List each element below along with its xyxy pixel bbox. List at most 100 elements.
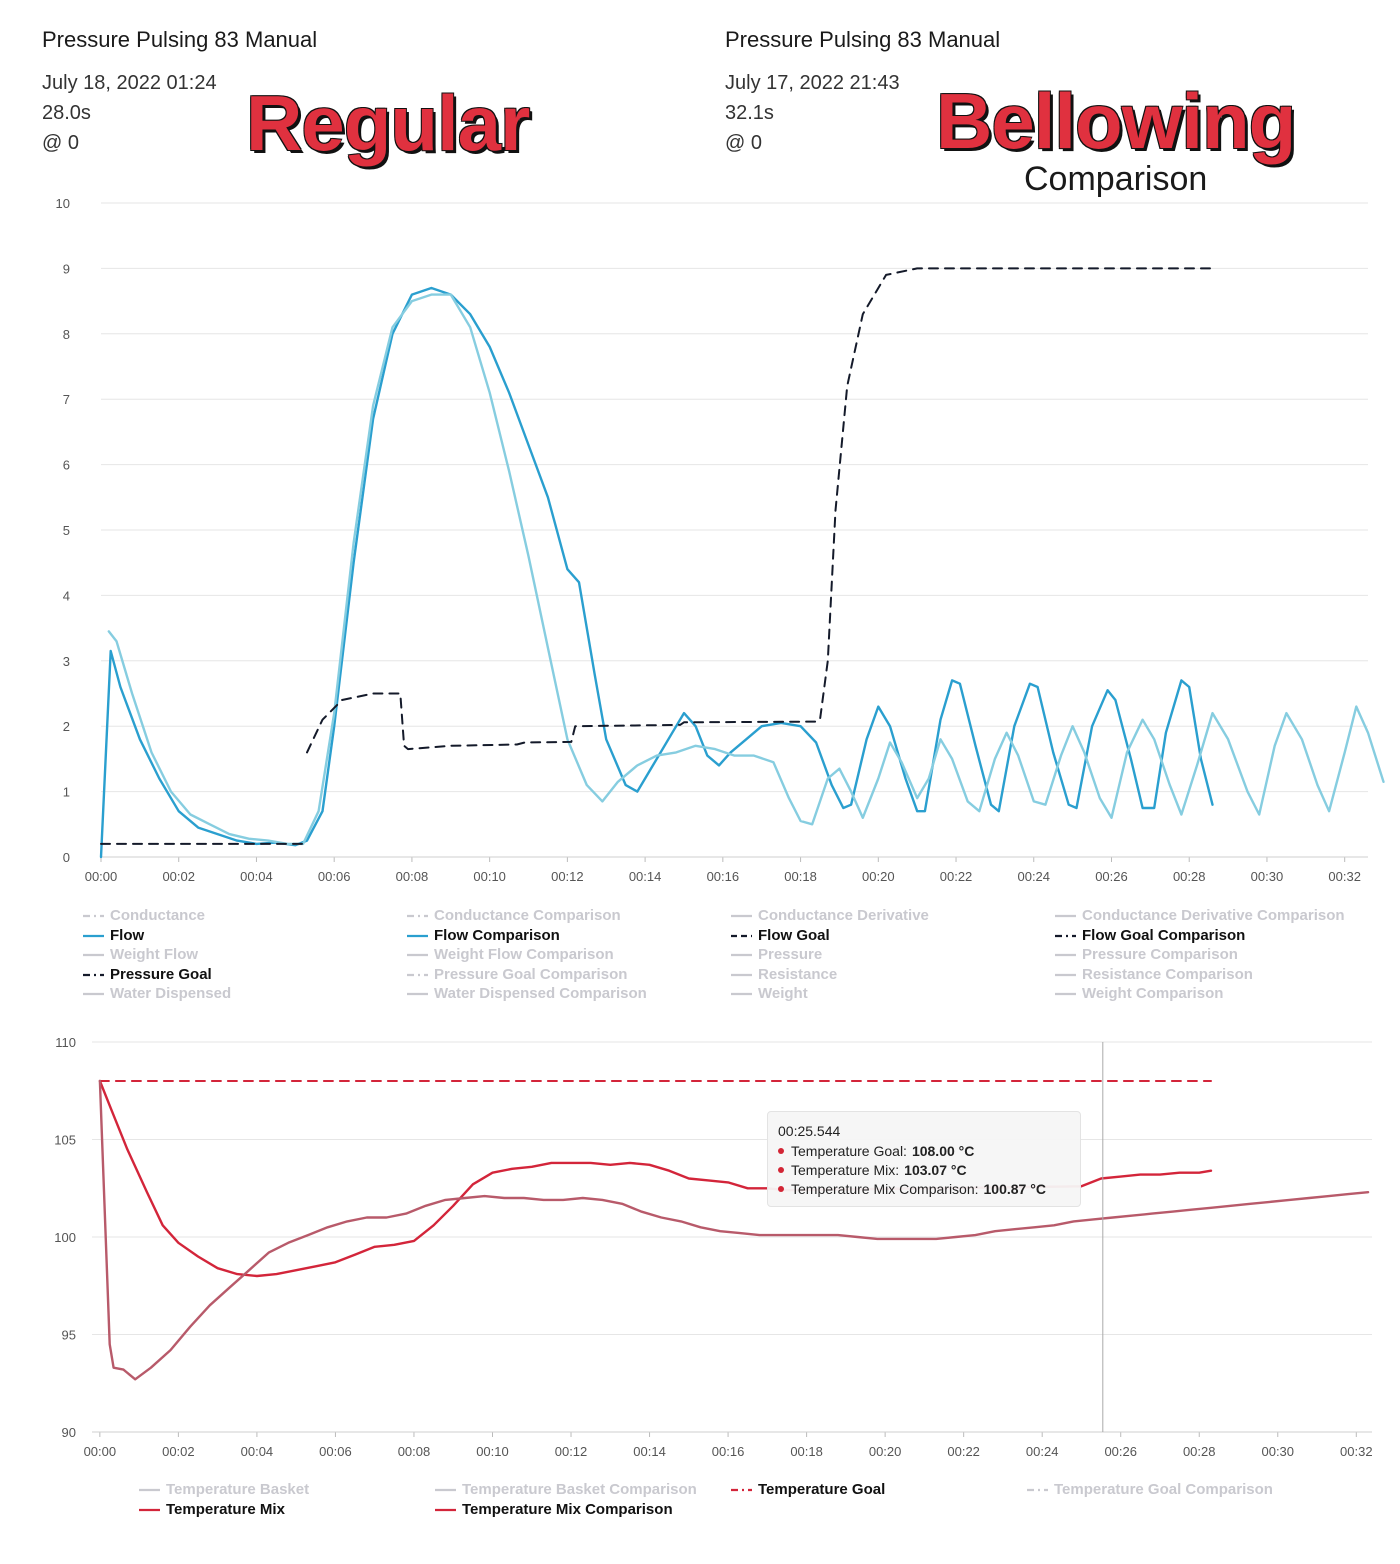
legend-label: Weight Flow [110,946,199,963]
legend-swatch [1055,953,1076,957]
x-tick-label: 00:28 [1183,1444,1216,1459]
y-tick-label: 7 [63,392,70,407]
legend-label: Weight Flow Comparison [434,946,614,963]
y-tick-label: 1 [63,785,70,800]
x-tick-label: 00:00 [84,1444,117,1459]
legend-label: Weight Comparison [1082,985,1224,1002]
y-tick-label: 6 [63,458,70,473]
tooltip-label: Temperature Goal: [791,1143,907,1159]
legend-swatch [731,992,752,996]
left-shot-title: Pressure Pulsing 83 Manual [42,27,318,52]
series-flow-comparison [107,293,1385,846]
x-tick-label: 00:30 [1251,869,1284,884]
tooltip-dot [778,1167,784,1174]
tooltip-label: Temperature Mix Comparison: [791,1181,979,1197]
y-tick-label: 95 [62,1328,76,1343]
tooltip-label: Temperature Mix: [791,1162,900,1178]
x-tick-label: 00:12 [555,1444,588,1459]
x-tick-label: 00:12 [551,869,584,884]
legend-swatch [139,1488,160,1492]
tooltip-value: 108.00 °C [911,1143,975,1159]
x-tick-label: 00:20 [869,1444,902,1459]
legend-label: Temperature Basket [166,1481,310,1498]
legend-label: Flow [110,926,145,944]
x-tick-label: 00:02 [162,869,195,884]
legend-label: Temperature Mix Comparison [462,1501,673,1518]
x-tick-label: 00:10 [473,869,506,884]
left-shot-date: July 18, 2022 01:24 [42,72,217,94]
x-tick-label: 00:10 [476,1444,509,1459]
x-tick-label: 00:20 [862,869,895,884]
x-tick-label: 00:08 [398,1444,431,1459]
y-tick-label: 4 [63,588,70,603]
y-tick-label: 90 [62,1425,76,1440]
x-tick-label: 00:18 [790,1444,823,1459]
legend-swatch [1055,934,1076,937]
x-tick-label: 00:04 [240,869,273,884]
overlay-bellowing-label: Bellowing [936,77,1296,165]
x-tick-label: 00:14 [633,1444,666,1459]
x-tick-label: 00:32 [1328,869,1361,884]
flow-pressure-chart[interactable]: 0 1 2 3 4 5 6 7 8 9 10 00:00 00:02 00:04 00:06 00:08 00:… [0,0,1400,900]
y-tick-label: 100 [54,1230,76,1245]
legend-label: Flow Goal [758,926,830,944]
legend-swatch [731,1488,752,1492]
legend-swatch [1055,992,1076,996]
legend-swatch [139,1508,160,1512]
legend-label: Conductance Derivative Comparison [1082,907,1345,924]
y-tick-label: 2 [63,719,70,734]
tooltip-row-temperature-mix: Temperature Mix: 103.07 °C [778,1162,967,1178]
series-temperature-mix-comparison [98,1079,1370,1381]
right-shot-at: @ 0 [725,132,762,154]
x-tick-label: 00:18 [784,869,817,884]
x-tick-label: 00:16 [707,869,740,884]
legend-swatch [407,934,428,937]
legend-label: Conductance Derivative [758,907,929,924]
x-tick-label: 00:16 [712,1444,745,1459]
tooltip-time: 00:25.544 [778,1123,841,1139]
legend-label: Water Dispensed [110,985,232,1002]
x-tick-label: 00:04 [241,1444,274,1459]
x-tick-label: 00:06 [319,1444,352,1459]
left-shot-duration: 28.0s [42,102,91,124]
y-tick-label: 105 [54,1133,76,1148]
legend-label: Pressure [758,946,823,963]
legend-swatch [731,973,752,976]
legend-swatch [83,934,104,937]
y-tick-label: 5 [63,523,70,538]
y-tick-label: 10 [56,196,70,211]
left-shot-at: @ 0 [42,132,79,154]
y-tick-label: 3 [63,654,70,669]
legend-label: Water Dispensed Comparison [434,985,647,1002]
y-tick-label: 110 [55,1035,76,1050]
y-tick-label: 0 [63,850,70,865]
tooltip-value: 100.87 °C [983,1181,1046,1197]
legend-label: Resistance [758,965,838,983]
legend-swatch [1055,973,1076,976]
x-tick-label: 00:00 [85,869,118,884]
legend-swatch [407,973,428,976]
x-tick-label: 00:22 [940,869,973,884]
legend-label: Conductance Comparison [434,907,621,924]
legend-swatch [731,914,752,918]
x-tick-label: 00:32 [1340,1444,1373,1459]
temperature-chart[interactable]: 90 95 100 105 110 00:00 00:02 00:04 00:06 00:08 00… [0,1020,1400,1520]
overlay-regular-label: Regular [246,79,530,167]
legend-label: Temperature Mix [166,1501,285,1518]
legend-swatch [83,973,104,976]
temperature-tooltip: 00:25.544 Temperature Goal: 108.00 °C Tem… [767,1111,1081,1207]
legend-label: Conductance [110,907,206,924]
legend-swatch [731,953,752,957]
tooltip-dot [778,1186,784,1193]
legend-swatch [83,992,104,996]
x-tick-label: 00:22 [947,1444,980,1459]
legend-label: Weight [758,985,808,1002]
legend-swatch [407,953,428,957]
tooltip-value: 103.07 °C [904,1162,967,1178]
legend-swatch [435,1488,456,1492]
legend-label: Resistance Comparison [1082,965,1253,983]
x-tick-label: 00:24 [1017,869,1050,884]
right-shot-header: Pressure Pulsing 83 Manual July 17, 2022… [725,24,1325,158]
legend-label: Flow Goal Comparison [1082,926,1246,944]
x-tick-label: 00:30 [1261,1444,1294,1459]
